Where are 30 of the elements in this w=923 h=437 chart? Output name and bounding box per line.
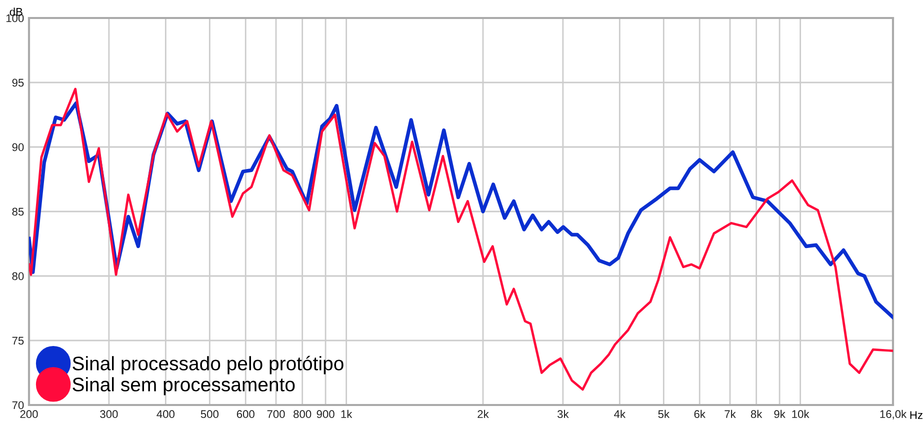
y-tick-label: 95 [12, 78, 24, 87]
x-tick-label: 500 [200, 410, 218, 418]
x-tick-label: 600 [236, 410, 254, 418]
x-tick-label: 1k [341, 410, 352, 418]
y-tick-label: 90 [12, 143, 24, 152]
y-tick-label: 70 [12, 401, 24, 410]
x-tick-label: 300 [100, 410, 118, 418]
x-tick-label: 10k [792, 410, 810, 418]
x-tick-label: 8k [750, 410, 762, 418]
x-tick-label: 4k [614, 410, 626, 418]
y-tick-label: 85 [12, 208, 24, 216]
x-tick-label: 700 [267, 410, 285, 418]
x-tick-label: 2k [478, 410, 489, 418]
x-axis-title: Hz [910, 411, 922, 419]
x-tick-label: 800 [294, 410, 312, 418]
y-tick-label: 75 [12, 336, 24, 345]
legend-label: Sinal sem processamento [72, 377, 295, 396]
x-tick-label: 9k [774, 410, 786, 418]
x-tick-label: 3k [558, 410, 569, 418]
x-tick-label: 200 [20, 410, 38, 418]
x-tick-label: 16,0k [880, 410, 907, 420]
x-tick-label: 5k [658, 410, 670, 418]
y-tick-label: 80 [12, 272, 24, 280]
x-tick-label: 400 [156, 410, 175, 418]
y-axis-title: dB [10, 8, 22, 16]
x-tick-label: 6k [694, 410, 706, 418]
x-tick-label: 900 [316, 410, 334, 418]
legend-label: Sinal processado pelo protótipo [72, 356, 344, 374]
y-tick-label: 100 [6, 14, 24, 22]
x-tick-label: 7k [724, 410, 736, 418]
